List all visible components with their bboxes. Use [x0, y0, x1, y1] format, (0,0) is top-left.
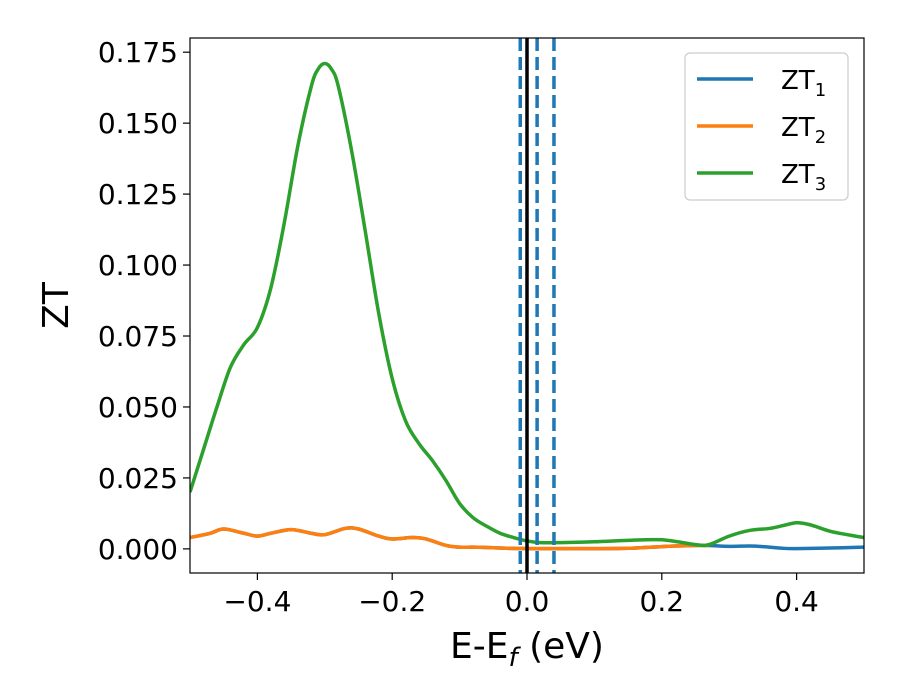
y-tick-label: 0.100	[98, 249, 178, 282]
plot-area	[190, 38, 864, 573]
series-line-zt3	[190, 61, 864, 548]
series-line-zt2	[190, 526, 709, 551]
x-tick-label: 0.0	[505, 585, 550, 618]
legend-label-zt1: ZT1	[781, 66, 826, 101]
y-tick-label: 0.175	[98, 36, 178, 69]
legend-label-zt2: ZT2	[781, 113, 826, 148]
x-axis-label-main: E-E	[450, 626, 508, 667]
x-axis-label-unit: (eV)	[518, 626, 604, 667]
x-tick-label: −0.4	[223, 585, 291, 618]
y-tick-label: 0.150	[98, 107, 178, 140]
x-tick-label: 0.2	[640, 585, 685, 618]
x-axis-label: E-Ef (eV)	[450, 626, 604, 673]
y-tick-label: 0.075	[98, 320, 178, 353]
legend-label-zt3: ZT3	[781, 160, 826, 195]
y-tick-label: 0.125	[98, 178, 178, 211]
axes: −0.4 −0.2 0.0 0.2 0.4 0.000 0.025 0.050 0.075 0.1…	[98, 36, 865, 618]
legend-box	[684, 52, 849, 201]
y-tick-label: 0.025	[98, 462, 178, 495]
y-tick-label: 0.000	[98, 533, 178, 566]
y-axis-label: ZT	[36, 281, 77, 329]
x-tick-label: 0.4	[774, 585, 819, 618]
y-tick-label: 0.050	[98, 391, 178, 424]
legend: ZT1 ZT2 ZT3	[684, 52, 849, 201]
x-tick-label: −0.2	[358, 585, 426, 618]
